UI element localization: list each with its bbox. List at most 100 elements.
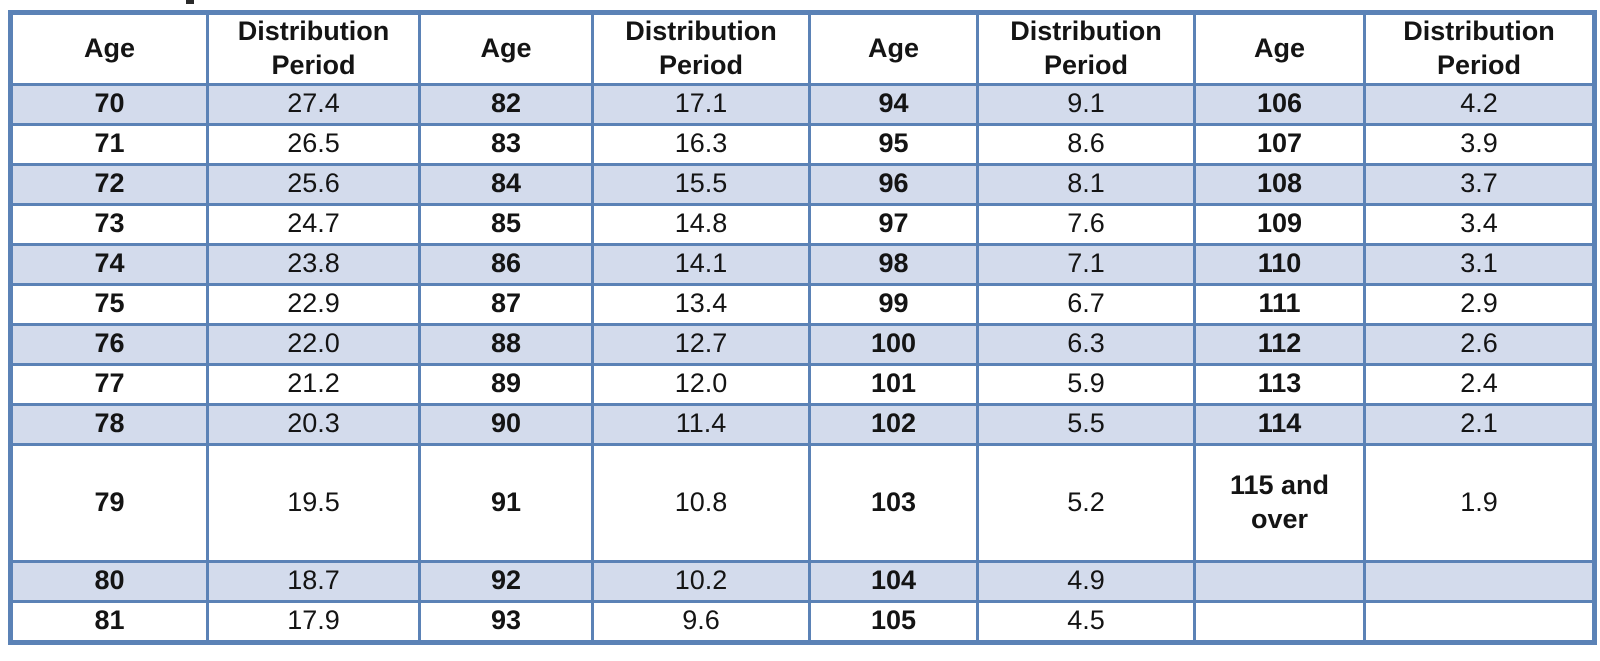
age-header: Age	[808, 11, 979, 86]
period-cell: 13.4	[591, 282, 811, 326]
age-cell: 72	[9, 162, 209, 206]
period-cell	[1363, 559, 1596, 603]
table-row: 73 24.7 85 14.8 97 7.6 109 3.4	[9, 202, 1596, 246]
age-cell: 90	[418, 402, 594, 446]
table-row: 77 21.2 89 12.0 101 5.9 113 2.4	[9, 362, 1596, 406]
age-cell: 89	[418, 362, 594, 406]
age-cell: 115 and over	[1193, 442, 1366, 563]
period-cell: 3.1	[1363, 242, 1596, 286]
table-row: 70 27.4 82 17.1 94 9.1 106 4.2	[9, 82, 1596, 126]
period-cell: 7.1	[976, 242, 1196, 286]
period-header: Distribution Period	[591, 11, 811, 86]
period-cell: 6.7	[976, 282, 1196, 326]
period-cell: 21.2	[206, 362, 421, 406]
uniform-lifetime-table-wrap: Age Distribution Period Age Distribution…	[8, 10, 1597, 645]
period-cell: 20.3	[206, 402, 421, 446]
period-cell: 19.5	[206, 442, 421, 563]
table-row: 76 22.0 88 12.7 100 6.3 112 2.6	[9, 322, 1596, 366]
period-cell: 10.2	[591, 559, 811, 603]
age-cell: 76	[9, 322, 209, 366]
age-cell: 97	[808, 202, 979, 246]
period-cell: 24.7	[206, 202, 421, 246]
period-cell: 6.3	[976, 322, 1196, 366]
age-cell: 98	[808, 242, 979, 286]
table-row: 74 23.8 86 14.1 98 7.1 110 3.1	[9, 242, 1596, 286]
period-cell: 3.4	[1363, 202, 1596, 246]
period-cell	[1363, 599, 1596, 644]
period-cell: 11.4	[591, 402, 811, 446]
age-cell: 106	[1193, 82, 1366, 126]
age-cell: 88	[418, 322, 594, 366]
age-cell: 110	[1193, 242, 1366, 286]
age-cell: 71	[9, 122, 209, 166]
age-header: Age	[418, 11, 594, 86]
age-cell: 86	[418, 242, 594, 286]
age-cell: 80	[9, 559, 209, 603]
period-cell: 15.5	[591, 162, 811, 206]
table-row: 75 22.9 87 13.4 99 6.7 111 2.9	[9, 282, 1596, 326]
table-row: 72 25.6 84 15.5 96 8.1 108 3.7	[9, 162, 1596, 206]
period-cell: 3.7	[1363, 162, 1596, 206]
age-cell: 111	[1193, 282, 1366, 326]
age-cell: 105	[808, 599, 979, 644]
age-cell: 85	[418, 202, 594, 246]
age-cell: 83	[418, 122, 594, 166]
age-cell: 78	[9, 402, 209, 446]
age-cell: 70	[9, 82, 209, 126]
table-row: 81 17.9 93 9.6 105 4.5	[9, 599, 1596, 644]
period-cell: 10.8	[591, 442, 811, 563]
age-cell: 96	[808, 162, 979, 206]
age-cell: 107	[1193, 122, 1366, 166]
age-cell: 101	[808, 362, 979, 406]
age-cell: 77	[9, 362, 209, 406]
period-cell: 14.8	[591, 202, 811, 246]
age-cell: 87	[418, 282, 594, 326]
age-cell: 99	[808, 282, 979, 326]
period-cell: 2.9	[1363, 282, 1596, 326]
age-cell: 104	[808, 559, 979, 603]
period-cell: 4.9	[976, 559, 1196, 603]
clipped-text-artifact	[186, 0, 194, 4]
age-header: Age	[1193, 11, 1366, 86]
age-cell	[1193, 559, 1366, 603]
period-cell: 22.0	[206, 322, 421, 366]
age-cell: 84	[418, 162, 594, 206]
period-cell: 4.5	[976, 599, 1196, 644]
age-cell: 95	[808, 122, 979, 166]
table-row: 78 20.3 90 11.4 102 5.5 114 2.1	[9, 402, 1596, 446]
period-cell: 5.2	[976, 442, 1196, 563]
age-cell: 100	[808, 322, 979, 366]
age-cell: 82	[418, 82, 594, 126]
table-header: Age Distribution Period Age Distribution…	[9, 11, 1596, 86]
age-header: Age	[9, 11, 209, 86]
period-cell: 26.5	[206, 122, 421, 166]
period-cell: 5.5	[976, 402, 1196, 446]
age-cell: 73	[9, 202, 209, 246]
age-cell: 114	[1193, 402, 1366, 446]
age-cell: 103	[808, 442, 979, 563]
period-cell: 2.4	[1363, 362, 1596, 406]
period-cell: 12.7	[591, 322, 811, 366]
age-cell: 93	[418, 599, 594, 644]
period-cell: 17.9	[206, 599, 421, 644]
period-cell: 2.6	[1363, 322, 1596, 366]
period-header: Distribution Period	[206, 11, 421, 86]
age-cell: 92	[418, 559, 594, 603]
age-cell: 109	[1193, 202, 1366, 246]
period-cell: 9.1	[976, 82, 1196, 126]
uniform-lifetime-table: Age Distribution Period Age Distribution…	[8, 10, 1597, 645]
period-cell: 2.1	[1363, 402, 1596, 446]
period-cell: 8.6	[976, 122, 1196, 166]
table-row: 80 18.7 92 10.2 104 4.9	[9, 559, 1596, 603]
age-cell: 75	[9, 282, 209, 326]
age-cell: 108	[1193, 162, 1366, 206]
period-cell: 27.4	[206, 82, 421, 126]
period-cell: 22.9	[206, 282, 421, 326]
period-cell: 9.6	[591, 599, 811, 644]
age-cell: 112	[1193, 322, 1366, 366]
period-cell: 8.1	[976, 162, 1196, 206]
age-cell: 81	[9, 599, 209, 644]
period-header: Distribution Period	[976, 11, 1196, 86]
age-cell	[1193, 599, 1366, 644]
